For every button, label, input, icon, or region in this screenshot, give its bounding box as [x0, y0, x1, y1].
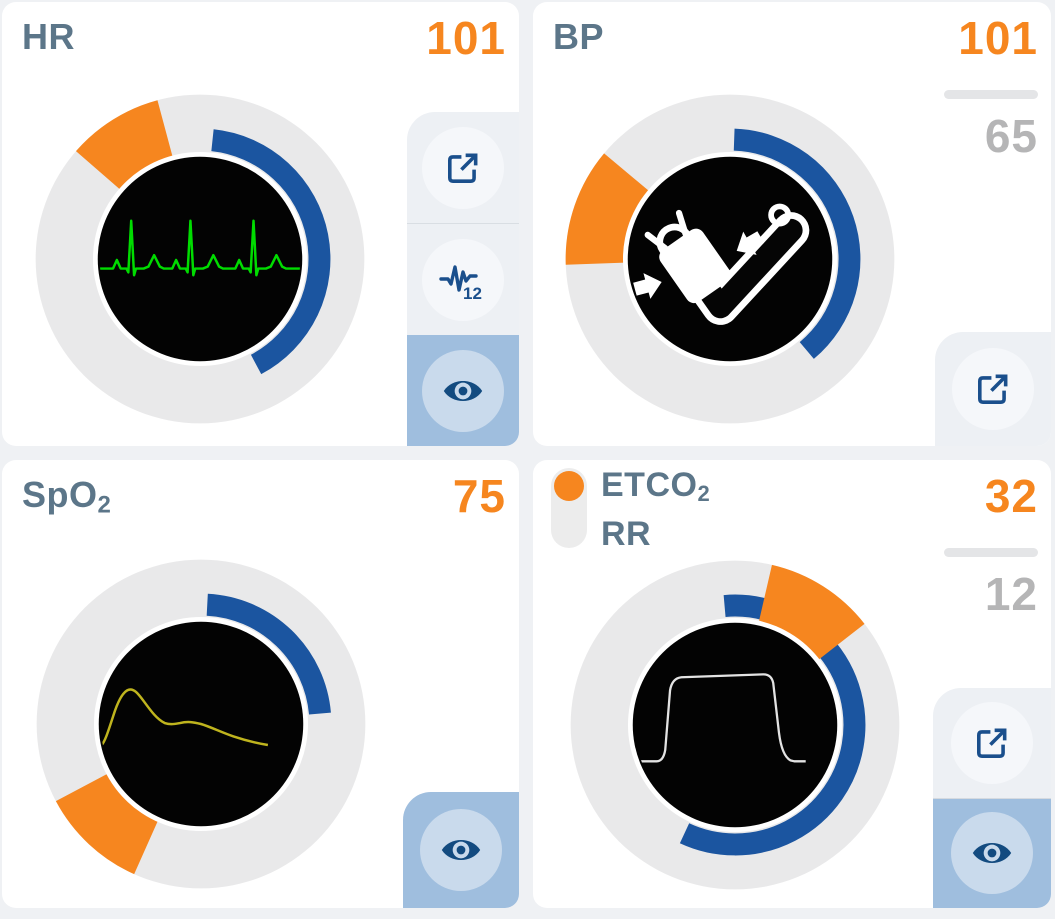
etco2-button-stack	[933, 688, 1051, 908]
button-circle: 12	[422, 238, 504, 321]
spo2-value-block: 75	[453, 472, 506, 520]
spo2-title-sub: 2	[97, 491, 112, 519]
button-circle	[951, 812, 1033, 895]
etco2-visibility-button[interactable]	[933, 797, 1051, 908]
hr-value-block: 101	[426, 14, 506, 62]
etco2-gauge[interactable]	[563, 553, 907, 897]
gauge-dial	[570, 560, 900, 890]
value-divider	[944, 90, 1038, 99]
svg-text:12: 12	[463, 284, 482, 301]
gauge-dial	[565, 94, 895, 424]
etco2-value-block: 32 12	[944, 472, 1038, 618]
bp-systolic-value: 101	[958, 12, 1038, 64]
bp-expand-button[interactable]	[935, 332, 1051, 446]
spo2-visibility-button[interactable]	[403, 792, 519, 908]
ecg-waveform	[99, 219, 301, 277]
rr-value: 12	[984, 568, 1038, 620]
etco2-rr-toggle[interactable]	[551, 468, 587, 548]
etco2-rr-toggle-labels: ETCO2 RR	[601, 465, 710, 555]
spo2-value: 75	[452, 470, 506, 522]
spo2-title-base: SpO	[22, 474, 98, 515]
rr-toggle-label[interactable]: RR	[601, 514, 652, 553]
eye-icon	[441, 840, 481, 860]
gauge-dial	[35, 94, 365, 424]
etco2-expand-button[interactable]	[933, 688, 1051, 798]
toggle-knob-orange	[554, 471, 584, 501]
hr-button-stack: 12	[407, 112, 519, 446]
button-circle	[952, 348, 1034, 430]
ecg-12-lead-icon: 12	[439, 264, 482, 301]
hr-gauge[interactable]	[28, 87, 372, 431]
eye-icon	[443, 380, 483, 401]
hr-title: HR	[22, 16, 75, 57]
button-circle	[951, 701, 1033, 784]
etco2-rr-panel: ETCO2 RR 32 12	[533, 460, 1051, 908]
button-circle	[422, 126, 504, 209]
bp-diastolic-value: 65	[984, 110, 1038, 162]
open-in-new-icon	[448, 153, 478, 183]
etco2-value: 32	[984, 470, 1038, 522]
bp-gauge[interactable]	[558, 87, 902, 431]
bp-value-block: 101 65	[944, 14, 1038, 160]
nibp-cuff-icon	[633, 203, 810, 325]
pleth-waveform	[100, 688, 269, 747]
button-circle	[420, 809, 502, 891]
spo2-title: SpO2	[22, 474, 111, 526]
bp-panel: BP 101 65	[533, 2, 1051, 446]
hr-expand-button[interactable]	[407, 112, 519, 223]
capnogram-waveform	[637, 673, 806, 763]
eye-icon	[972, 843, 1012, 864]
spo2-panel: SpO2 75	[2, 460, 519, 908]
etco2-toggle-label[interactable]: ETCO2	[601, 466, 711, 506]
bp-title: BP	[553, 16, 605, 57]
hr-panel: HR 101 12	[2, 2, 519, 446]
spo2-gauge[interactable]	[29, 552, 373, 896]
hr-12-lead-button[interactable]: 12	[407, 223, 519, 335]
button-circle	[422, 349, 504, 432]
hr-value: 101	[426, 12, 506, 64]
open-in-new-icon	[977, 728, 1007, 758]
open-in-new-icon	[978, 374, 1008, 404]
hr-visibility-button[interactable]	[407, 335, 519, 446]
value-divider	[944, 548, 1038, 557]
